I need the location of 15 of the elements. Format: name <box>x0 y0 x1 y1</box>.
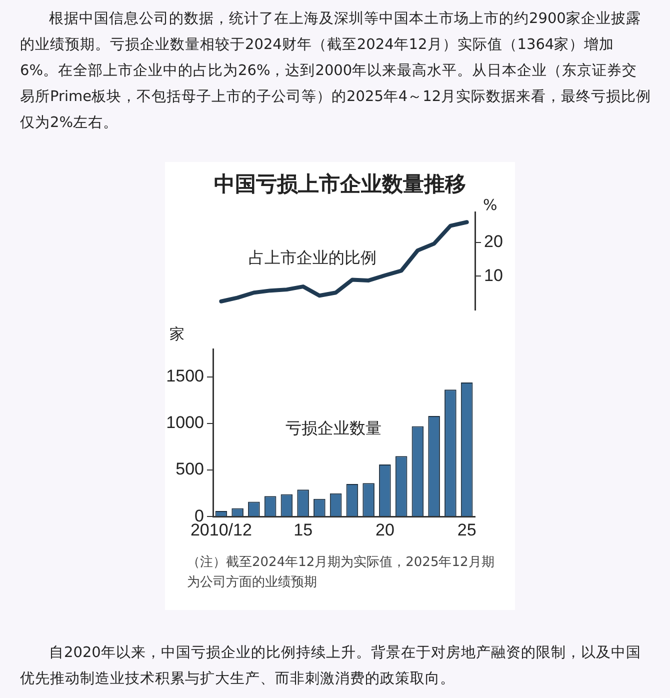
series-label: 亏损企业数量 <box>286 418 382 438</box>
y-tick-label: 10 <box>484 266 503 285</box>
chart-title: 中国亏损上市企业数量推移 <box>214 172 466 196</box>
text: 自2020年以来，中国亏损企业的比例持续上升。背景在于对房地产融资的限制，以及中国优先推动制造业技术积累与扩大生产、而非刺激消费的政策取向。 <box>20 644 642 689</box>
y-axis-title: 家 <box>170 324 184 343</box>
x-tick-label: 20 <box>375 520 394 540</box>
text: （注）截至2024年12月期为实际值，2025年12月期为公司方面的业绩预期 <box>187 554 496 592</box>
y-tick-label: 1500 <box>166 366 204 386</box>
y-tick-label: 1000 <box>166 413 204 432</box>
y-axis-title: % <box>483 196 498 214</box>
text: 根据中国信息公司的数据，统计了在上海及深圳等中国本土市场上市的约2900家企业披露的业绩预期。亏损企业数量相较于2024财年（截至2024年12月）实际值（1364家）增加6%。在全部上市企业中的占比为26%，达到2000年以来最高水平。从日本企业（东京证券交易所Prime板块，不包括母子上市的子公司等）的2025年4～12月实际数据来看，最终亏损比例仅为2%左右。 <box>20 10 652 133</box>
y-tick-label: 500 <box>176 460 204 479</box>
x-tick-label: 25 <box>457 520 476 540</box>
x-tick-label: 15 <box>294 520 313 540</box>
series-label: 占上市企业的比例 <box>248 248 377 268</box>
